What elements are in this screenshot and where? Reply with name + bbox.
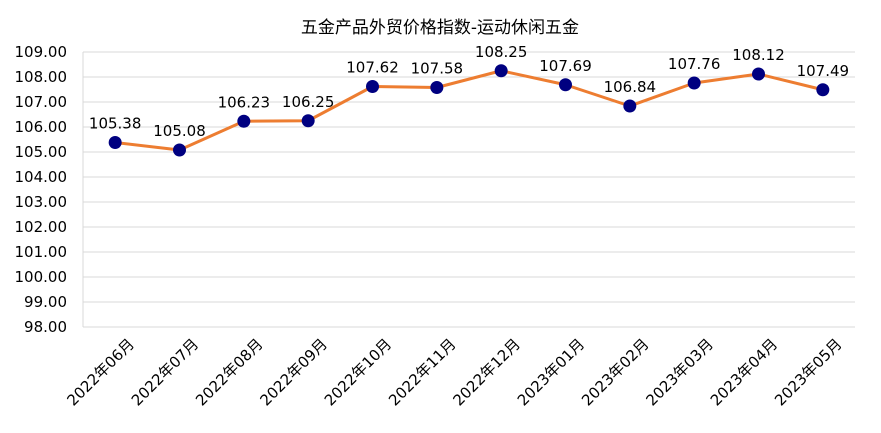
data-label: 107.62: [346, 59, 399, 77]
y-tick-label: 107.00: [15, 93, 68, 111]
y-tick-label: 99.00: [24, 293, 67, 311]
x-tick-label: 2023年02月: [578, 335, 652, 409]
data-point: [687, 76, 701, 90]
y-tick-label: 109.00: [15, 43, 68, 61]
y-tick-label: 106.00: [15, 118, 68, 136]
x-tick-label: 2023年03月: [642, 335, 716, 409]
x-tick-label: 2022年12月: [449, 335, 523, 409]
data-point: [301, 114, 315, 128]
data-point: [623, 99, 637, 113]
data-point: [108, 136, 122, 149]
data-point: [752, 67, 765, 81]
x-tick-label: 2023年04月: [707, 335, 781, 409]
data-label: 107.58: [411, 60, 464, 78]
data-point: [430, 81, 444, 94]
x-axis: 2022年06月2022年07月2022年08月2022年09月2022年10月…: [63, 335, 845, 409]
data-label: 108.12: [732, 46, 785, 64]
y-tick-label: 102.00: [15, 218, 68, 236]
y-tick-label: 108.00: [15, 68, 68, 86]
series-layer: [108, 64, 830, 157]
y-tick-label: 98.00: [24, 318, 67, 336]
data-label: 107.69: [539, 57, 592, 75]
x-tick-label: 2022年08月: [192, 335, 266, 409]
x-tick-label: 2023年01月: [514, 335, 588, 409]
data-labels-layer: 105.38 105.08 106.23 106.25 107.62 107.58 108.…: [89, 43, 849, 140]
y-tick-label: 100.00: [15, 268, 68, 286]
y-tick-label: 104.00: [15, 168, 68, 186]
data-point: [366, 80, 379, 93]
y-tick-label: 105.00: [15, 143, 68, 161]
chart-title: 五金产品外贸价格指数-运动休闲五金: [301, 18, 579, 38]
x-tick-label: 2023年05月: [771, 335, 845, 409]
y-tick-label: 103.00: [15, 193, 68, 211]
x-tick-label: 2022年06月: [63, 335, 137, 409]
x-tick-label: 2022年07月: [128, 335, 202, 409]
data-label: 105.08: [153, 122, 206, 140]
x-tick-label: 2022年09月: [256, 335, 330, 409]
data-point: [494, 64, 508, 78]
y-axis: 98.00 99.00 100.00 101.00 102.00 103.00 104.00…: [15, 43, 68, 336]
data-label: 106.23: [218, 93, 271, 111]
data-label: 107.49: [797, 62, 850, 80]
data-label: 106.84: [604, 78, 657, 96]
data-point: [237, 114, 251, 128]
series-line: [114, 69, 824, 152]
data-point: [173, 143, 186, 157]
x-tick-label: 2022年10月: [321, 335, 395, 409]
data-label: 106.25: [282, 93, 335, 111]
grid-layer: [82, 51, 855, 328]
data-label: 105.38: [89, 115, 142, 133]
data-label: 108.25: [475, 43, 528, 61]
data-label: 107.76: [668, 55, 721, 73]
data-point: [816, 83, 830, 97]
data-point: [559, 78, 572, 92]
y-tick-label: 101.00: [15, 243, 68, 261]
x-tick-label: 2022年11月: [385, 335, 459, 409]
